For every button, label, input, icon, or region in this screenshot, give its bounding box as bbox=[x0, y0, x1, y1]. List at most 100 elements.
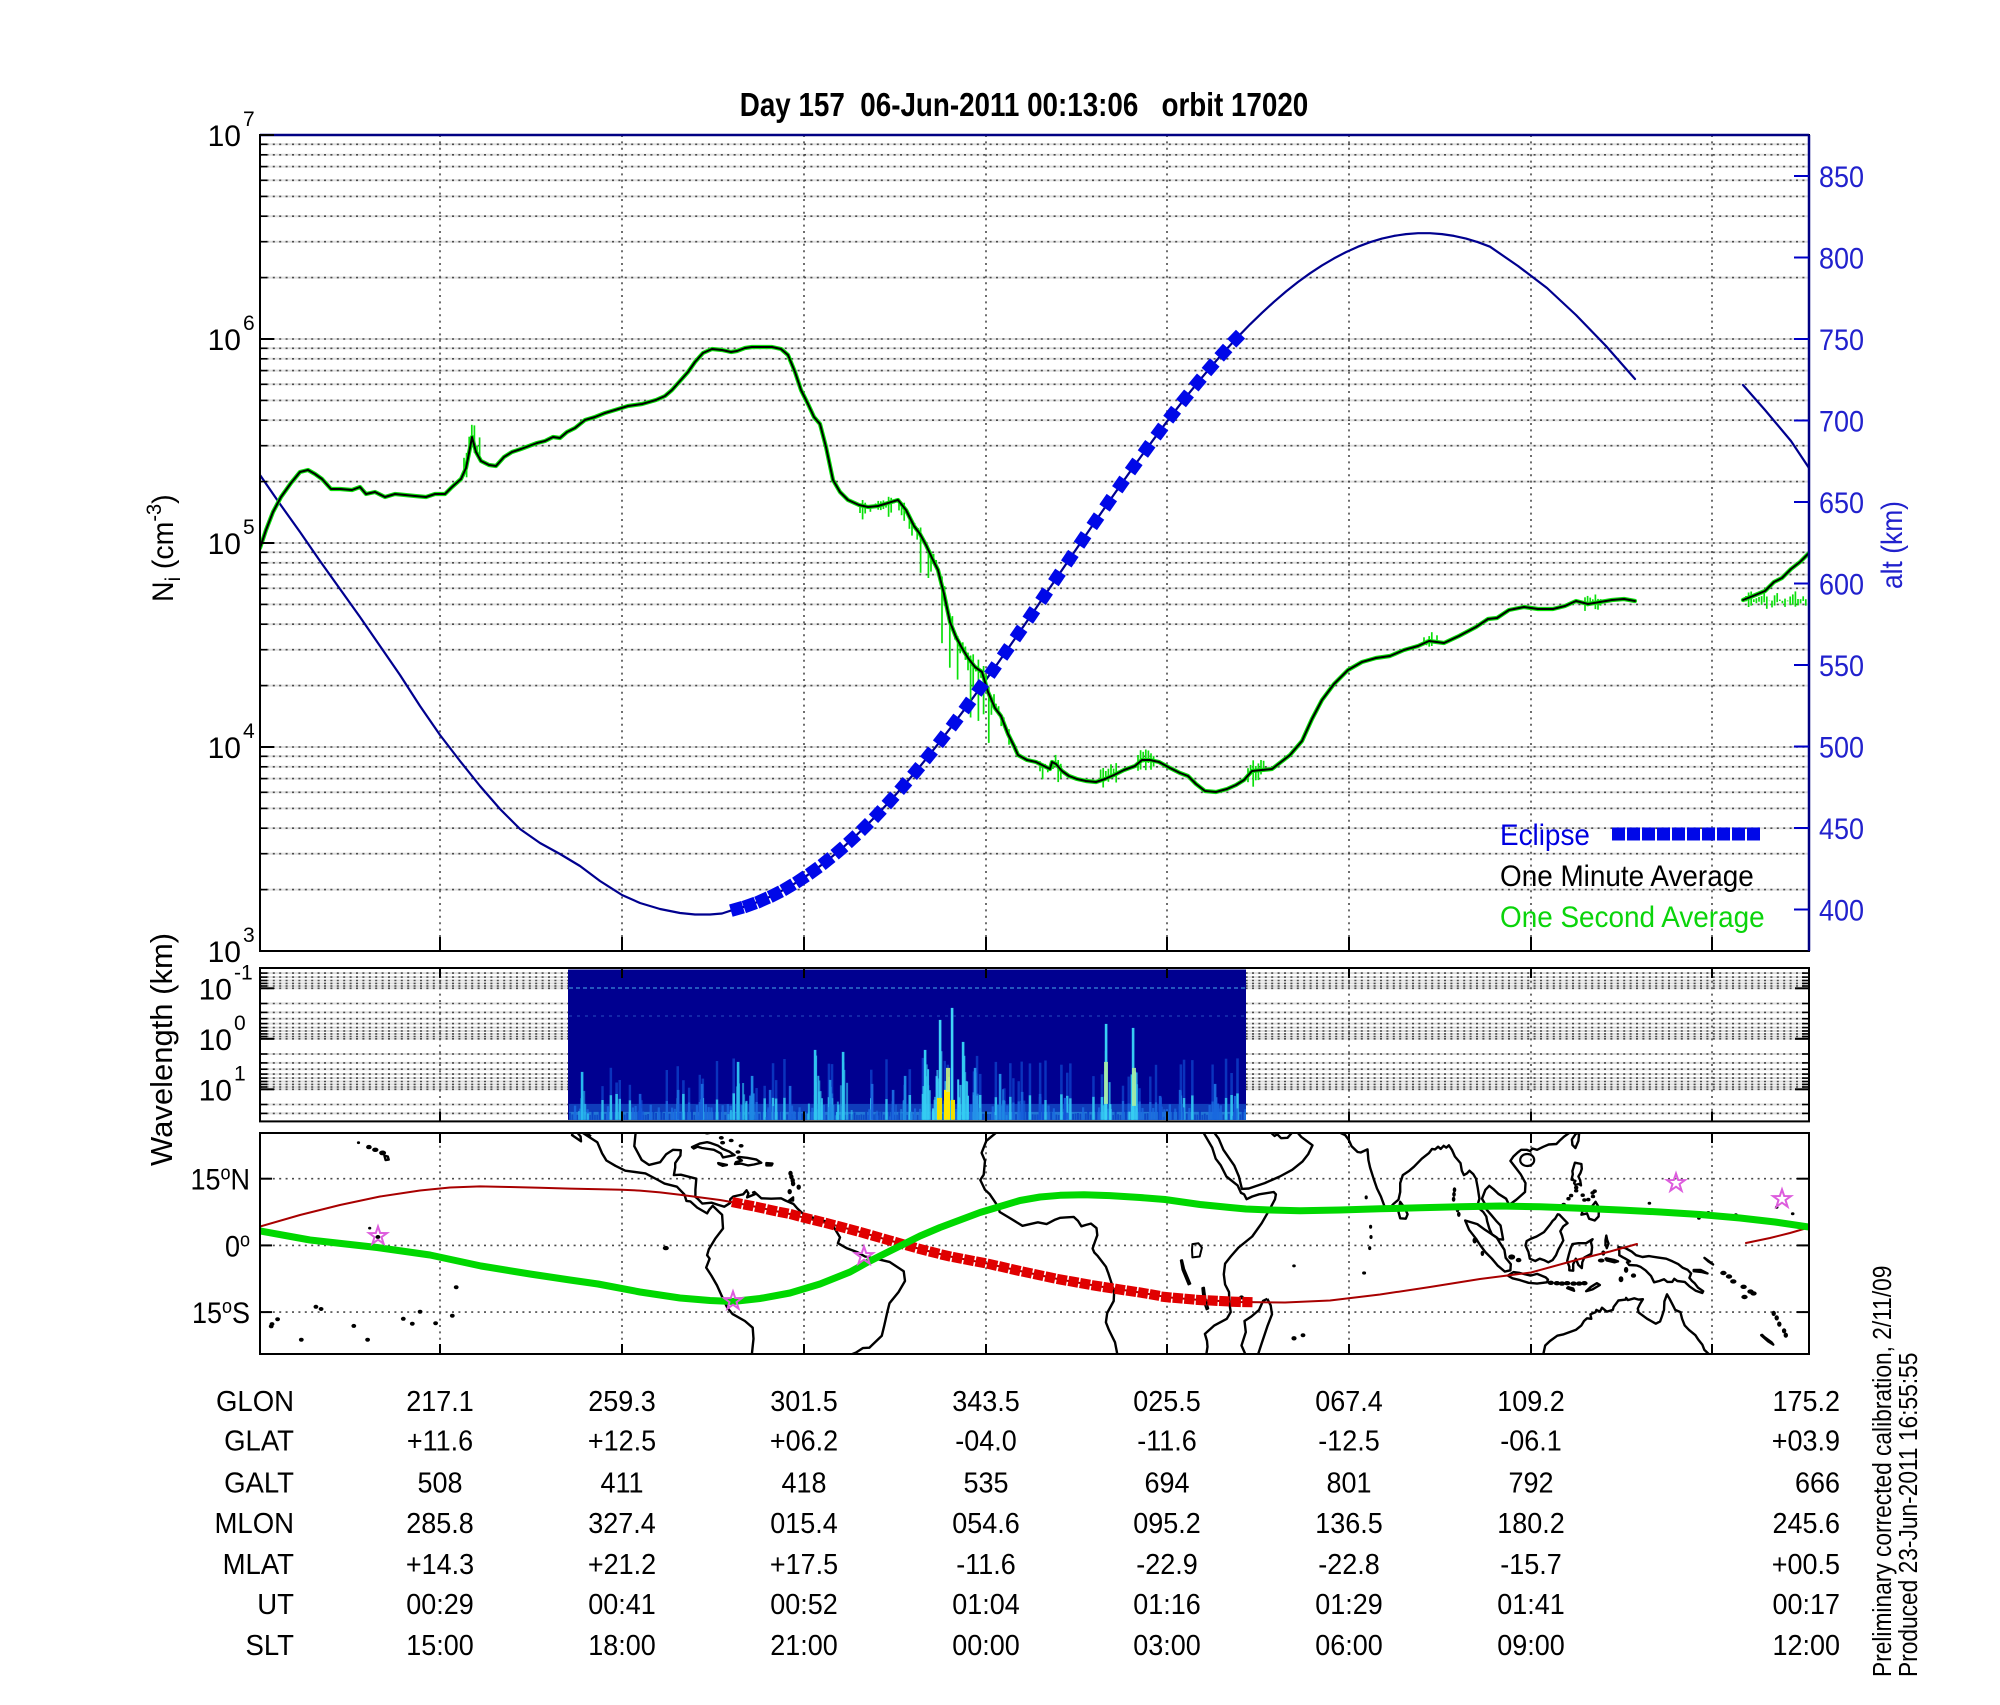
svg-text:259.3: 259.3 bbox=[588, 1385, 655, 1417]
svg-text:09:00: 09:00 bbox=[1497, 1629, 1564, 1661]
svg-text:750: 750 bbox=[1819, 324, 1864, 358]
svg-text:One Second Average: One Second Average bbox=[1500, 901, 1765, 934]
svg-text:-15.7: -15.7 bbox=[1500, 1548, 1561, 1580]
svg-text:Eclipse: Eclipse bbox=[1500, 819, 1590, 852]
svg-text:-11.6: -11.6 bbox=[1137, 1425, 1196, 1457]
svg-text:025.5: 025.5 bbox=[1133, 1385, 1200, 1417]
svg-text:-04.0: -04.0 bbox=[955, 1425, 1016, 1457]
svg-text:-11.6: -11.6 bbox=[956, 1548, 1015, 1580]
svg-text:508: 508 bbox=[418, 1467, 463, 1499]
svg-text:411: 411 bbox=[601, 1467, 644, 1499]
svg-text:400: 400 bbox=[1819, 894, 1864, 928]
svg-text:Ni (cm-3): Ni (cm-3) bbox=[143, 494, 186, 602]
svg-text:054.6: 054.6 bbox=[952, 1507, 1019, 1539]
svg-text:+21.2: +21.2 bbox=[588, 1548, 656, 1580]
svg-text:095.2: 095.2 bbox=[1133, 1507, 1200, 1539]
svg-text:00:29: 00:29 bbox=[406, 1588, 473, 1620]
svg-text:SLT: SLT bbox=[246, 1628, 294, 1661]
svg-text:00:17: 00:17 bbox=[1773, 1588, 1840, 1620]
svg-text:3: 3 bbox=[243, 924, 255, 947]
svg-text:One Minute Average: One Minute Average bbox=[1500, 860, 1754, 893]
svg-text:00:00: 00:00 bbox=[952, 1629, 1019, 1661]
svg-text:21:00: 21:00 bbox=[770, 1629, 837, 1661]
svg-text:Day 157 06-Jun-2011 00:13:06: Day 157 06-Jun-2011 00:13:06 orbit 17020 bbox=[740, 86, 1308, 124]
svg-text:5: 5 bbox=[243, 516, 255, 539]
svg-text:alt (km): alt (km) bbox=[1874, 501, 1908, 589]
svg-text:535: 535 bbox=[964, 1467, 1009, 1499]
svg-text:800: 800 bbox=[1819, 242, 1864, 276]
svg-text:015.4: 015.4 bbox=[770, 1507, 837, 1539]
svg-text:-22.8: -22.8 bbox=[1318, 1548, 1379, 1580]
svg-text:10: 10 bbox=[208, 324, 241, 357]
svg-text:12:00: 12:00 bbox=[1773, 1629, 1840, 1661]
svg-text:01:29: 01:29 bbox=[1315, 1588, 1382, 1620]
svg-text:666: 666 bbox=[1795, 1467, 1840, 1499]
svg-text:136.5: 136.5 bbox=[1315, 1507, 1382, 1539]
svg-text:-12.5: -12.5 bbox=[1318, 1425, 1379, 1457]
svg-text:15oS: 15oS bbox=[192, 1296, 250, 1330]
svg-text:+11.6: +11.6 bbox=[407, 1425, 473, 1457]
svg-text:+03.9: +03.9 bbox=[1772, 1425, 1840, 1457]
svg-text:4: 4 bbox=[243, 720, 255, 743]
svg-text:327.4: 327.4 bbox=[588, 1507, 655, 1539]
svg-text:418: 418 bbox=[782, 1467, 827, 1499]
svg-text:01:41: 01:41 bbox=[1497, 1588, 1564, 1620]
svg-text:03:00: 03:00 bbox=[1133, 1629, 1200, 1661]
svg-text:MLON: MLON bbox=[214, 1506, 294, 1539]
svg-text:00:41: 00:41 bbox=[588, 1588, 655, 1620]
svg-text:694: 694 bbox=[1145, 1467, 1190, 1499]
svg-text:Preliminary corrected calibrat: Preliminary corrected calibration, 2/11/… bbox=[1869, 1266, 1898, 1677]
svg-text:-1: -1 bbox=[234, 961, 253, 984]
svg-text:10: 10 bbox=[199, 1024, 232, 1057]
svg-text:801: 801 bbox=[1327, 1467, 1372, 1499]
svg-text:500: 500 bbox=[1819, 731, 1864, 765]
svg-text:301.5: 301.5 bbox=[770, 1385, 837, 1417]
svg-text:343.5: 343.5 bbox=[952, 1385, 1019, 1417]
svg-text:10: 10 bbox=[208, 732, 241, 765]
svg-text:650: 650 bbox=[1819, 487, 1864, 521]
svg-text:15:00: 15:00 bbox=[406, 1629, 473, 1661]
svg-text:-22.9: -22.9 bbox=[1136, 1548, 1197, 1580]
svg-text:+14.3: +14.3 bbox=[406, 1548, 474, 1580]
svg-text:067.4: 067.4 bbox=[1315, 1385, 1382, 1417]
svg-text:10: 10 bbox=[208, 120, 241, 153]
svg-text:6: 6 bbox=[243, 312, 255, 335]
svg-text:GALT: GALT bbox=[224, 1466, 294, 1499]
svg-text:00:52: 00:52 bbox=[770, 1588, 837, 1620]
svg-text:600: 600 bbox=[1819, 568, 1864, 602]
svg-text:+06.2: +06.2 bbox=[770, 1425, 838, 1457]
svg-text:700: 700 bbox=[1819, 405, 1864, 439]
svg-text:10: 10 bbox=[208, 528, 241, 561]
svg-text:7: 7 bbox=[243, 108, 255, 131]
svg-text:18:00: 18:00 bbox=[588, 1629, 655, 1661]
svg-text:UT: UT bbox=[257, 1587, 294, 1620]
svg-text:245.6: 245.6 bbox=[1773, 1507, 1840, 1539]
svg-text:1: 1 bbox=[234, 1062, 246, 1085]
svg-text:Produced 23-Jun-2011 16:55:55: Produced 23-Jun-2011 16:55:55 bbox=[1895, 1353, 1924, 1677]
svg-text:175.2: 175.2 bbox=[1773, 1385, 1840, 1417]
svg-text:792: 792 bbox=[1509, 1467, 1554, 1499]
svg-text:10: 10 bbox=[199, 1074, 232, 1107]
svg-text:+17.5: +17.5 bbox=[770, 1548, 838, 1580]
svg-text:450: 450 bbox=[1819, 813, 1864, 847]
svg-text:06:00: 06:00 bbox=[1315, 1629, 1382, 1661]
svg-text:01:04: 01:04 bbox=[952, 1588, 1019, 1620]
svg-text:10: 10 bbox=[199, 973, 232, 1006]
svg-text:550: 550 bbox=[1819, 650, 1864, 684]
svg-text:Wavelength (km): Wavelength (km) bbox=[144, 933, 179, 1166]
svg-text:109.2: 109.2 bbox=[1497, 1385, 1564, 1417]
svg-text:217.1: 217.1 bbox=[406, 1385, 473, 1417]
svg-text:285.8: 285.8 bbox=[406, 1507, 473, 1539]
svg-text:180.2: 180.2 bbox=[1497, 1507, 1564, 1539]
svg-text:10: 10 bbox=[208, 936, 241, 969]
svg-text:+00.5: +00.5 bbox=[1772, 1548, 1840, 1580]
svg-text:GLON: GLON bbox=[216, 1384, 294, 1417]
svg-text:GLAT: GLAT bbox=[224, 1424, 294, 1457]
svg-text:0: 0 bbox=[234, 1012, 246, 1035]
svg-text:MLAT: MLAT bbox=[223, 1547, 294, 1580]
svg-text:+12.5: +12.5 bbox=[588, 1425, 656, 1457]
svg-text:-06.1: -06.1 bbox=[1500, 1425, 1561, 1457]
svg-text:15oN: 15oN bbox=[191, 1163, 250, 1197]
svg-text:01:16: 01:16 bbox=[1133, 1588, 1200, 1620]
svg-text:850: 850 bbox=[1819, 161, 1864, 195]
